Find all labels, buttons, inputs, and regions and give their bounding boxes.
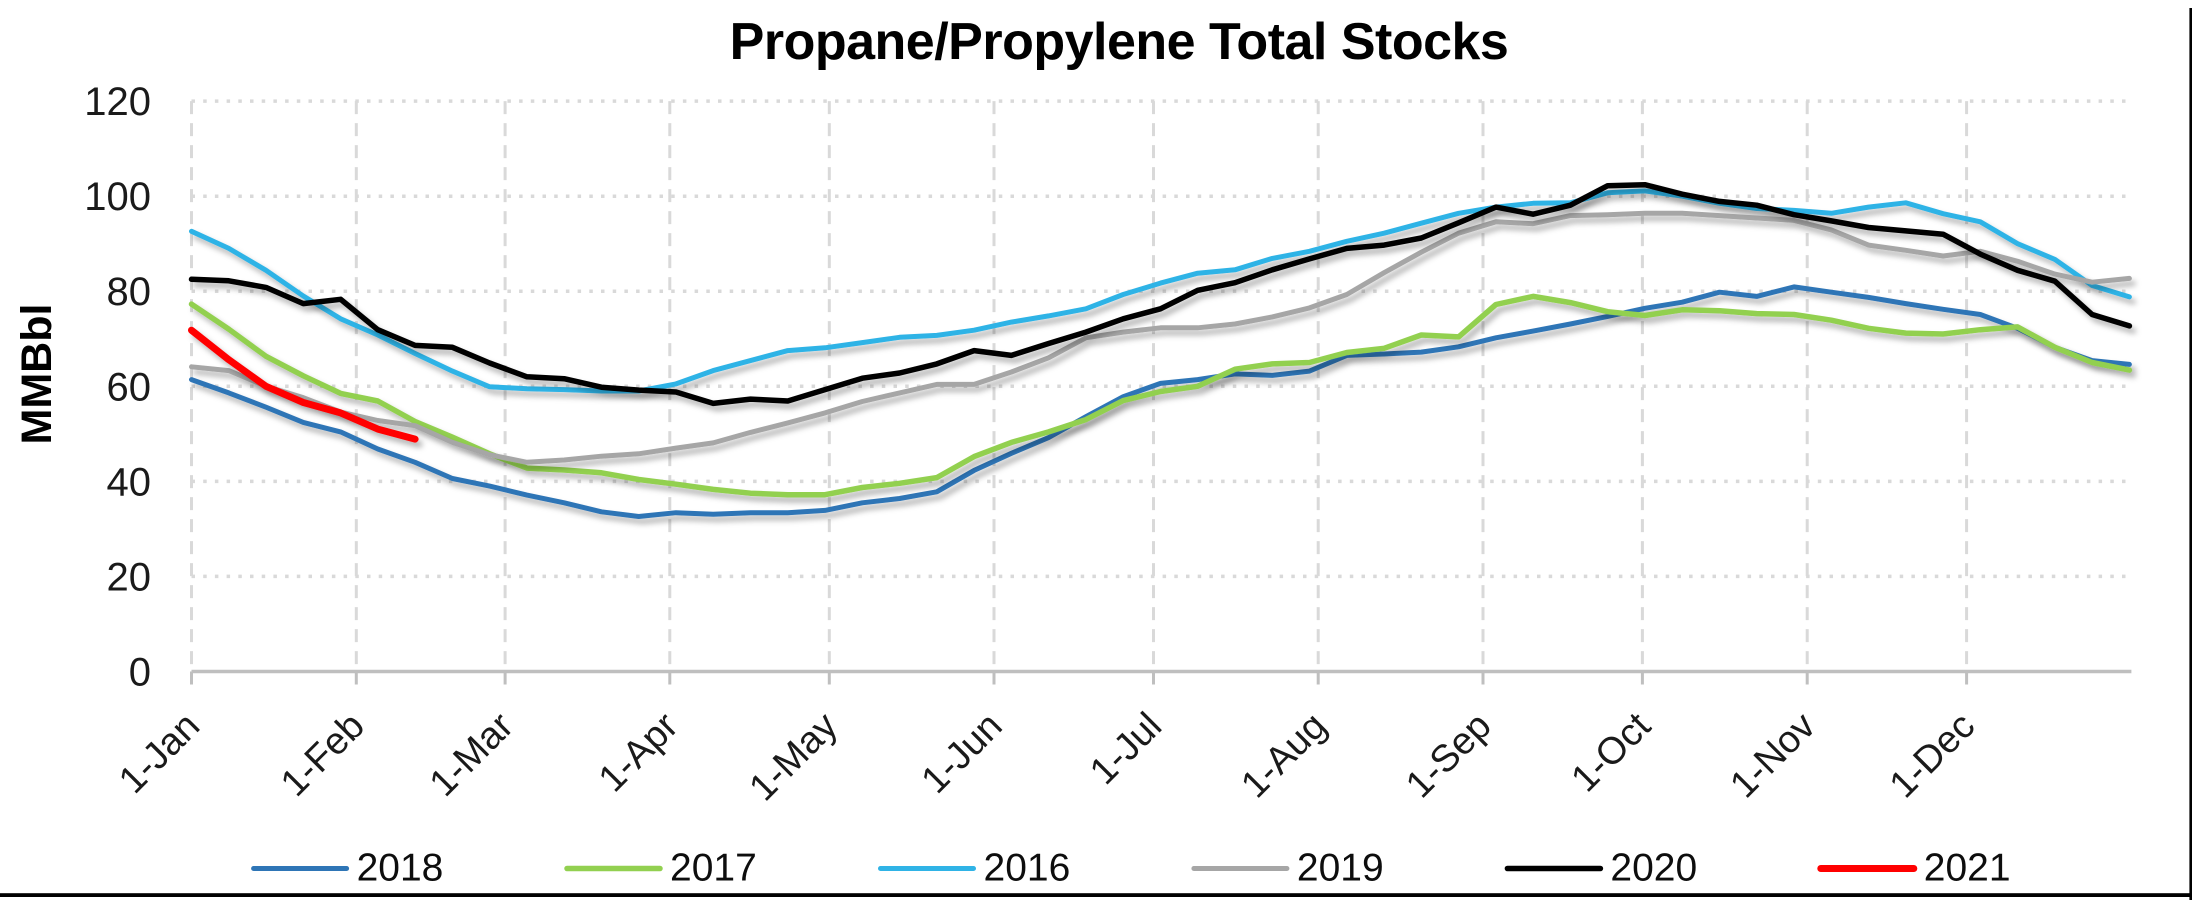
svg-text:2021: 2021 xyxy=(1924,847,2011,890)
svg-text:80: 80 xyxy=(107,270,152,314)
svg-text:60: 60 xyxy=(107,365,152,409)
svg-text:2020: 2020 xyxy=(1610,847,1697,890)
svg-text:2018: 2018 xyxy=(357,847,444,890)
svg-text:0: 0 xyxy=(129,651,151,695)
svg-text:2016: 2016 xyxy=(984,847,1071,890)
svg-text:Propane/Propylene Total Stocks: Propane/Propylene Total Stocks xyxy=(730,13,1509,71)
svg-text:20: 20 xyxy=(107,555,152,599)
svg-text:MMBbl: MMBbl xyxy=(13,304,61,445)
svg-text:2019: 2019 xyxy=(1297,847,1384,890)
svg-text:120: 120 xyxy=(84,80,151,124)
svg-text:2017: 2017 xyxy=(670,847,757,890)
svg-text:40: 40 xyxy=(107,460,152,504)
svg-text:100: 100 xyxy=(84,175,151,219)
